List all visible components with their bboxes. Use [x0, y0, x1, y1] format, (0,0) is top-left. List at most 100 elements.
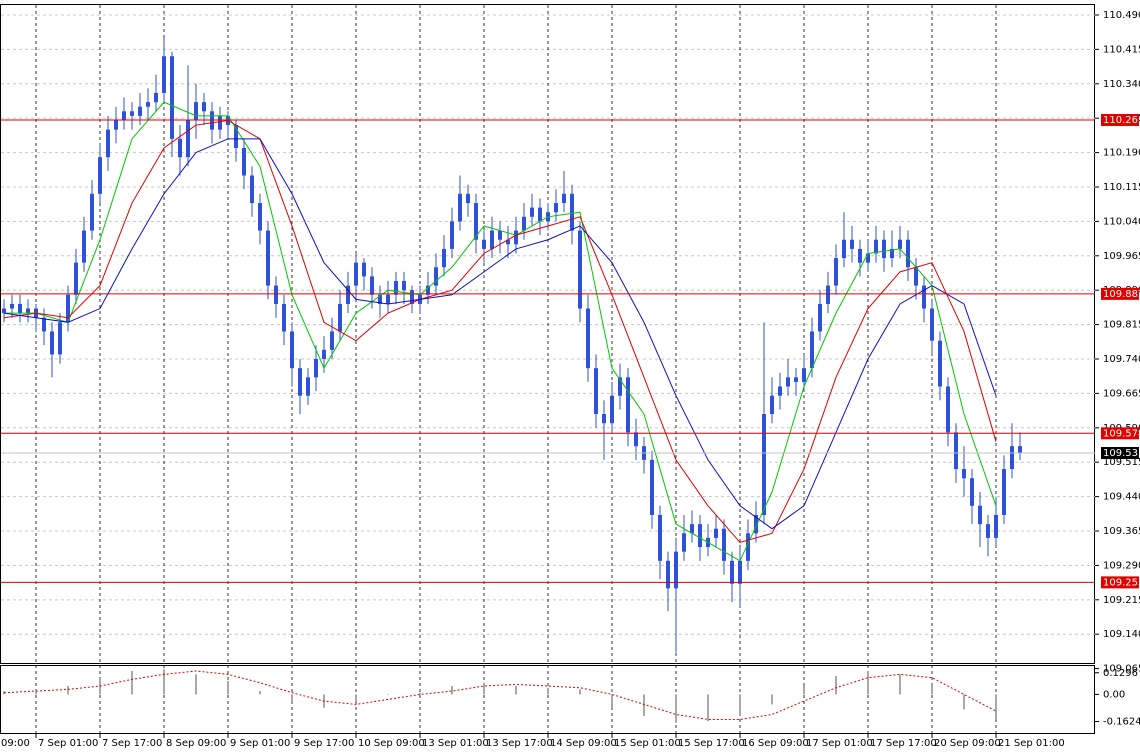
- candle-body: [402, 281, 406, 291]
- y-tick-label: 109.365: [1103, 526, 1140, 537]
- candle-body: [10, 303, 14, 309]
- level-label-box: [1101, 114, 1139, 127]
- candle-body: [202, 102, 206, 112]
- candle-body: [850, 239, 854, 249]
- candle-body: [346, 285, 350, 304]
- candle-body: [1018, 446, 1022, 454]
- candle-body: [442, 248, 446, 268]
- oscillator-bar: [451, 686, 453, 695]
- candle-body: [834, 258, 838, 286]
- candle-body: [914, 267, 918, 286]
- candle-body: [50, 331, 54, 355]
- candle-body: [42, 317, 46, 332]
- candle-body: [314, 358, 318, 378]
- candle-body: [242, 147, 246, 176]
- y-tick-label: 109.965: [1103, 251, 1140, 262]
- candle-body: [882, 239, 886, 259]
- y-tick-label: -0.1624: [1103, 717, 1140, 728]
- y-tick-label: 109.515: [1103, 457, 1140, 468]
- level-label: 110.261: [1103, 115, 1140, 126]
- candle-body: [282, 303, 286, 332]
- candle-body: [722, 528, 726, 561]
- oscillator-signal: [3, 670, 997, 720]
- candle-body: [370, 276, 374, 295]
- candle-body: [82, 230, 86, 263]
- candle-body: [2, 308, 6, 314]
- candle-body: [602, 414, 606, 424]
- candle-body: [746, 533, 750, 561]
- candle-body: [434, 267, 438, 286]
- candle-body: [426, 285, 430, 295]
- candle-body: [810, 331, 814, 369]
- level-label-box: [1101, 287, 1139, 300]
- candle-body: [162, 56, 166, 93]
- candle-body: [650, 459, 654, 515]
- level-label-box: [1101, 427, 1139, 440]
- last-price-label: 109.535: [1103, 448, 1140, 459]
- candle-body: [506, 239, 510, 245]
- candle-body: [290, 331, 294, 369]
- candle-body: [122, 111, 126, 121]
- candle-body: [818, 303, 822, 332]
- oscillator-bar: [227, 681, 229, 695]
- candle-body: [482, 239, 486, 249]
- candle-body: [258, 203, 262, 231]
- candle-body: [826, 285, 830, 304]
- oscillator-bar: [579, 689, 581, 695]
- candle-body: [130, 111, 134, 116]
- candle-body: [466, 193, 470, 204]
- candle-body: [18, 303, 22, 314]
- x-tick-label: 15 Sep 01:00: [614, 738, 681, 749]
- x-tick-label: 21 Sep 01:00: [998, 738, 1065, 749]
- oscillator-bar: [259, 691, 261, 695]
- candle-body: [994, 514, 998, 538]
- y-tick-label: 110.340: [1103, 79, 1140, 90]
- candle-body: [178, 138, 182, 158]
- candle-body: [186, 120, 190, 158]
- candle-body: [74, 262, 78, 295]
- oscillator-bar: [899, 674, 901, 695]
- x-tick-label: 8 Sep 09:00: [166, 738, 226, 749]
- candle-body: [234, 125, 238, 148]
- candle-body: [794, 377, 798, 382]
- level-label: 109.253: [1103, 577, 1140, 588]
- oscillator-bar: [931, 684, 933, 695]
- x-tick-label: 9 Sep 17:00: [294, 738, 354, 749]
- candle-body: [1002, 469, 1006, 515]
- candle-body: [634, 432, 638, 447]
- candle-body: [490, 230, 494, 249]
- level-label: 109.578: [1103, 428, 1140, 439]
- oscillator-pane: [0, 665, 1095, 734]
- x-tick-label: 15 Sep 17:00: [678, 738, 745, 749]
- candle-body: [866, 253, 870, 263]
- oscillator-bar: [707, 694, 709, 722]
- candle-body: [674, 551, 678, 589]
- oscillator-bar: [163, 669, 165, 695]
- candle-body: [330, 331, 334, 350]
- last-price-box: [1101, 447, 1139, 460]
- x-tick-label: 10 Sep 09:00: [358, 738, 425, 749]
- candle-body: [410, 290, 414, 304]
- candle-body: [842, 239, 846, 259]
- oscillator-bar: [739, 694, 741, 717]
- candle-body: [930, 308, 934, 341]
- oscillator-bar: [547, 687, 549, 695]
- candle-body: [762, 414, 766, 515]
- oscillator-bar: [67, 686, 69, 695]
- x-tick-label: 09:00: [1, 738, 30, 749]
- candle-body: [898, 239, 902, 249]
- candle-body: [954, 432, 958, 470]
- y-tick-label: 109.290: [1103, 560, 1140, 571]
- candle-body: [218, 115, 222, 130]
- oscillator-bar: [35, 689, 37, 695]
- oscillator-bar: [419, 692, 421, 695]
- candle-body: [450, 221, 454, 249]
- oscillator-bar: [867, 671, 869, 695]
- oscillator-bar: [291, 694, 293, 703]
- candle-body: [610, 395, 614, 424]
- candle-body: [858, 248, 862, 263]
- x-tick-label: 17 Sep 17:00: [870, 738, 937, 749]
- candle-body: [978, 505, 982, 525]
- y-tick-label: 110.490: [1103, 10, 1140, 21]
